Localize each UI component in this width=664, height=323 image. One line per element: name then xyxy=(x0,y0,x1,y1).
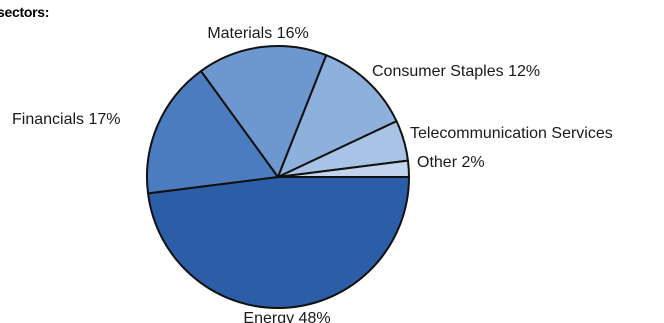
chart-heading: sectors: xyxy=(0,4,50,20)
slice-label-financials: Financials 17% xyxy=(12,111,121,128)
slice-label-telecommunication: Telecommunication Services xyxy=(410,125,613,142)
slice-label-materials: Materials 16% xyxy=(207,25,308,42)
slice-label-other: Other 2% xyxy=(417,154,485,171)
pie-slice-other xyxy=(277,159,411,178)
slice-label-consumer: Consumer Staples 12% xyxy=(372,63,540,80)
slice-label-energy: Energy 48% xyxy=(243,310,330,323)
pie-labels: Energy 48% Financials 17% Materials 16% Con… xyxy=(12,25,613,323)
pie-slice-consumer xyxy=(277,54,398,178)
pie-slice-materials xyxy=(200,45,328,178)
pie-slices xyxy=(146,45,411,310)
pie-slice-energy xyxy=(147,176,410,310)
pie-slice-financials xyxy=(146,70,279,195)
